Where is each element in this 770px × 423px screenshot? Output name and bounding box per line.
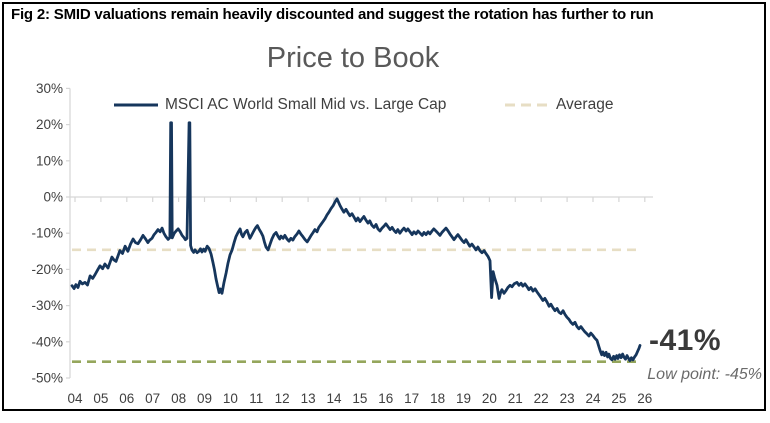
y-tick-label: 10%	[36, 153, 63, 168]
x-tick-label: 06	[119, 391, 134, 406]
x-tick-label: 15	[352, 391, 367, 406]
legend-item-average: Average	[504, 95, 613, 115]
legend-solid-line-swatch	[114, 103, 158, 107]
y-tick-label: -40%	[31, 334, 63, 349]
y-tick-label: -30%	[31, 298, 63, 313]
legend-label-average: Average	[556, 96, 614, 113]
y-tick-label: 20%	[36, 117, 63, 132]
x-tick-label: 26	[637, 391, 652, 406]
x-tick-label: 16	[378, 391, 393, 406]
x-tick-label: 11	[249, 391, 263, 406]
figure-caption: Fig 2: SMID valuations remain heavily di…	[11, 6, 654, 23]
y-tick-label: 0%	[43, 190, 63, 205]
y-tick-label: -10%	[31, 226, 63, 241]
x-tick-label: 17	[404, 391, 419, 406]
x-tick-label: 24	[585, 391, 601, 406]
x-tick-label: 08	[171, 391, 186, 406]
x-tick-label: 18	[430, 391, 445, 406]
y-tick-label: -20%	[31, 262, 63, 277]
x-tick-label: 13	[301, 391, 316, 406]
x-tick-label: 05	[93, 391, 108, 406]
x-tick-label: 21	[508, 391, 523, 406]
chart-title: Price to Book	[266, 42, 440, 74]
y-tick-label: -50%	[31, 371, 63, 386]
x-tick-label: 09	[197, 391, 212, 406]
x-tick-label: 14	[326, 391, 342, 406]
x-tick-label: 12	[275, 391, 290, 406]
x-tick-label: 20	[482, 391, 497, 406]
x-tick-label: 07	[145, 391, 160, 406]
current-value-annotation: -41%	[649, 324, 722, 357]
x-tick-label: 10	[223, 391, 238, 406]
legend-item-msci-series: MSCI AC World Small Mid vs. Large Cap	[113, 95, 446, 115]
msci-smid-vs-large-series-line	[70, 121, 642, 363]
x-tick-label: 19	[456, 391, 471, 406]
x-tick-label: 04	[67, 391, 83, 406]
x-tick-label: 25	[611, 391, 626, 406]
y-tick-label: 30%	[36, 81, 63, 96]
x-tick-label: 22	[534, 391, 549, 406]
low-point-annotation: Low point: -45%	[647, 366, 762, 383]
legend-label-msci-series: MSCI AC World Small Mid vs. Large Cap	[165, 96, 447, 113]
figure-border	[2, 2, 766, 411]
legend-dashed-line-swatch	[505, 103, 549, 107]
x-tick-label: 23	[560, 391, 575, 406]
